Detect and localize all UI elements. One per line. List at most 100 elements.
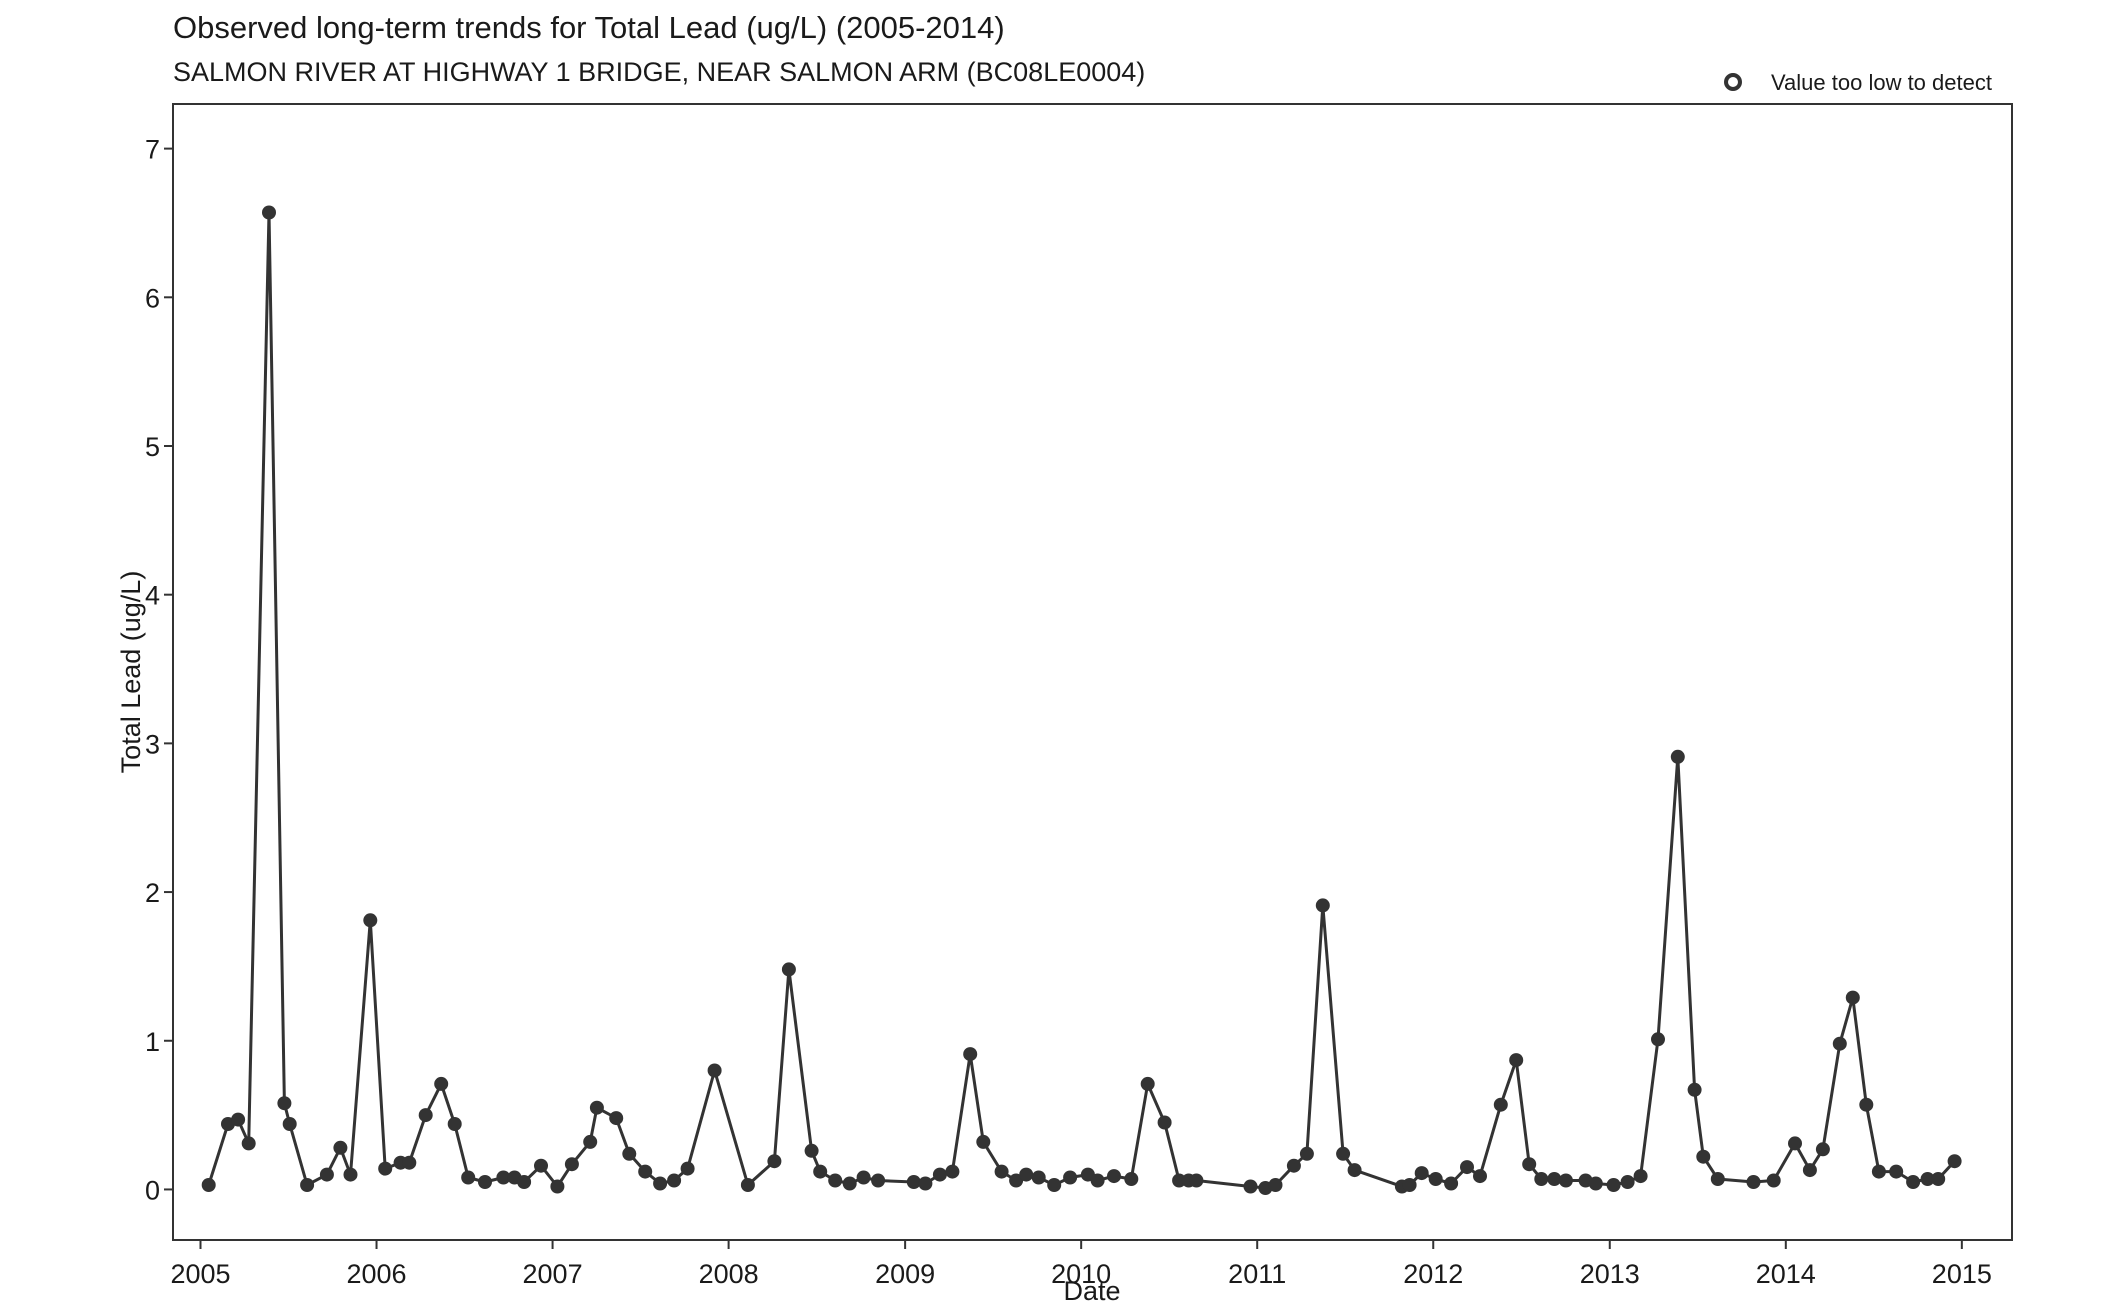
- data-point: [1019, 1167, 1034, 1182]
- data-point: [583, 1134, 598, 1149]
- data-point: [1651, 1032, 1665, 1047]
- x-tick-label: 2009: [875, 1259, 935, 1289]
- data-point: [963, 1047, 978, 1062]
- y-tick-label: 3: [145, 729, 160, 759]
- data-point: [447, 1117, 462, 1131]
- data-point: [1859, 1097, 1874, 1112]
- data-point: [241, 1136, 256, 1151]
- y-tick-label: 5: [145, 432, 160, 462]
- data-point: [1315, 898, 1330, 913]
- data-point: [1268, 1178, 1283, 1192]
- data-point: [1189, 1173, 1204, 1188]
- data-point: [378, 1161, 393, 1176]
- data-point: [1473, 1169, 1487, 1184]
- data-point: [1746, 1175, 1761, 1189]
- data-point: [1522, 1157, 1537, 1172]
- data-point: [1347, 1163, 1362, 1178]
- data-point: [804, 1143, 819, 1158]
- data-point: [363, 913, 378, 928]
- data-point: [945, 1164, 960, 1179]
- x-tick-label: 2011: [1228, 1259, 1286, 1289]
- data-point: [1493, 1097, 1508, 1112]
- data-point: [653, 1176, 668, 1191]
- data-point: [871, 1173, 886, 1188]
- data-point: [1588, 1176, 1603, 1191]
- data-point: [609, 1111, 624, 1126]
- data-point: [856, 1170, 871, 1185]
- data-point: [300, 1178, 315, 1192]
- data-point: [478, 1175, 492, 1189]
- data-point: [1009, 1173, 1024, 1188]
- data-point: [1710, 1172, 1725, 1186]
- data-point: [1606, 1178, 1621, 1192]
- x-tick-label: 2012: [1403, 1259, 1463, 1289]
- data-point: [1090, 1173, 1105, 1188]
- data-point: [1124, 1172, 1139, 1186]
- data-point: [282, 1117, 297, 1131]
- x-tick-label: 2014: [1756, 1259, 1816, 1289]
- data-point: [767, 1154, 782, 1169]
- data-point: [707, 1063, 722, 1078]
- y-tick-label: 6: [145, 283, 160, 313]
- legend: Value too low to detect: [1724, 70, 1992, 95]
- data-point: [638, 1164, 653, 1179]
- data-point: [976, 1134, 991, 1149]
- data-point: [1633, 1169, 1648, 1184]
- data-point: [680, 1161, 695, 1176]
- data-point: [1931, 1172, 1946, 1186]
- x-tick-label: 2010: [1051, 1259, 1111, 1289]
- x-axis: 2005 2006 2007 2008 2009 2010 2011 2012 2013 2014…: [170, 1240, 1992, 1289]
- data-point: [461, 1170, 476, 1185]
- x-tick-label: 2008: [699, 1259, 759, 1289]
- data-point: [333, 1140, 348, 1155]
- data-point: [1947, 1154, 1962, 1169]
- x-tick-label: 2015: [1932, 1259, 1992, 1289]
- data-point: [231, 1112, 246, 1127]
- data-point: [1336, 1146, 1351, 1161]
- data-point: [564, 1157, 579, 1172]
- data-point: [1547, 1172, 1562, 1186]
- data-point: [1802, 1163, 1817, 1178]
- data-point: [1031, 1170, 1046, 1185]
- data-point: [1920, 1172, 1935, 1186]
- data-point: [1832, 1036, 1847, 1051]
- chart-subtitle: SALMON RIVER AT HIGHWAY 1 BRIDGE, NEAR S…: [173, 57, 1145, 87]
- data-point: [1558, 1173, 1573, 1188]
- data-point: [262, 205, 276, 220]
- data-point: [813, 1164, 828, 1179]
- data-point: [1845, 990, 1860, 1005]
- y-tick-label: 7: [145, 135, 160, 165]
- data-point: [1299, 1146, 1314, 1161]
- y-tick-label: 2: [145, 878, 160, 908]
- data-point: [343, 1167, 358, 1182]
- data-point: [1063, 1170, 1078, 1185]
- data-point: [932, 1167, 947, 1182]
- data-point: [1047, 1178, 1062, 1192]
- data-point: [277, 1096, 292, 1111]
- x-tick-label: 2005: [170, 1259, 230, 1289]
- y-tick-label: 4: [145, 581, 160, 611]
- data-point: [1871, 1164, 1886, 1179]
- data-point: [781, 962, 796, 977]
- x-tick-label: 2006: [346, 1259, 406, 1289]
- x-tick-label: 2007: [523, 1259, 583, 1289]
- data-point: [402, 1155, 417, 1170]
- data-point: [550, 1179, 565, 1194]
- data-point: [1620, 1175, 1635, 1189]
- data-point: [1696, 1149, 1711, 1164]
- y-axis-title: Total Lead (ug/L): [116, 571, 146, 774]
- data-point: [1788, 1136, 1802, 1151]
- data-point: [589, 1100, 604, 1115]
- data-point: [1286, 1158, 1301, 1173]
- data-point: [918, 1176, 933, 1191]
- data-point: [828, 1173, 843, 1188]
- data-point: [1687, 1082, 1702, 1097]
- data-point: [1402, 1178, 1417, 1192]
- data-point: [1414, 1166, 1429, 1181]
- legend-label: Value too low to detect: [1771, 70, 1992, 95]
- data-point: [201, 1178, 216, 1192]
- data-point: [1509, 1053, 1524, 1068]
- legend-marker-open-circle: [1724, 73, 1742, 91]
- data-point: [1766, 1173, 1781, 1188]
